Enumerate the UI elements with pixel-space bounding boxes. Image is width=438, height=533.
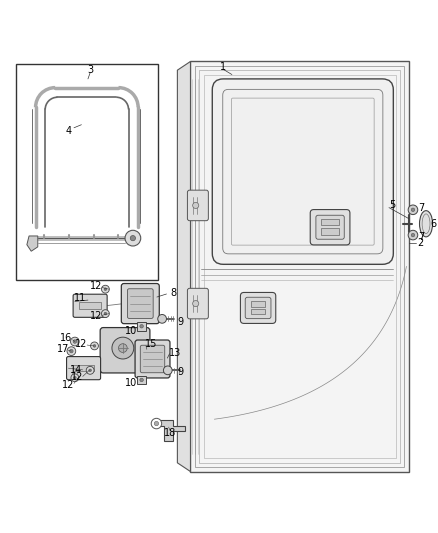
Bar: [251, 309, 265, 314]
Circle shape: [193, 203, 199, 208]
Text: 7: 7: [419, 232, 425, 242]
FancyBboxPatch shape: [100, 328, 150, 373]
Circle shape: [411, 208, 415, 212]
FancyBboxPatch shape: [240, 293, 276, 324]
FancyBboxPatch shape: [245, 297, 271, 319]
FancyBboxPatch shape: [135, 340, 170, 378]
Text: 8: 8: [170, 288, 176, 297]
Text: 3: 3: [87, 65, 93, 75]
Text: 10: 10: [124, 326, 137, 336]
Circle shape: [89, 369, 92, 372]
Circle shape: [119, 344, 127, 352]
Bar: [251, 301, 265, 306]
Circle shape: [140, 378, 143, 382]
Text: 12: 12: [90, 281, 102, 291]
Text: 9: 9: [178, 367, 184, 377]
Text: 12: 12: [62, 380, 74, 390]
Text: 1: 1: [220, 62, 226, 72]
Text: 15: 15: [145, 339, 157, 349]
Circle shape: [151, 418, 162, 429]
Circle shape: [93, 345, 96, 347]
Circle shape: [67, 347, 76, 356]
Text: 12: 12: [71, 372, 83, 382]
Circle shape: [411, 233, 415, 237]
Circle shape: [163, 366, 172, 375]
Circle shape: [193, 301, 199, 306]
FancyBboxPatch shape: [67, 357, 101, 379]
Circle shape: [408, 230, 418, 240]
FancyBboxPatch shape: [310, 209, 350, 245]
Circle shape: [91, 342, 99, 350]
FancyBboxPatch shape: [187, 190, 208, 221]
Polygon shape: [152, 420, 185, 441]
FancyBboxPatch shape: [121, 284, 159, 324]
Ellipse shape: [420, 211, 433, 237]
Text: 6: 6: [431, 219, 437, 229]
Bar: [321, 219, 339, 225]
Circle shape: [154, 422, 159, 426]
Text: 16: 16: [60, 334, 72, 343]
Text: 10: 10: [124, 377, 137, 387]
Text: 12: 12: [75, 339, 88, 349]
Polygon shape: [177, 61, 191, 472]
Circle shape: [86, 366, 94, 374]
Circle shape: [140, 325, 143, 328]
Text: 9: 9: [178, 317, 184, 327]
Circle shape: [102, 285, 110, 293]
Circle shape: [102, 310, 110, 318]
FancyBboxPatch shape: [187, 288, 208, 319]
Bar: [79, 302, 101, 309]
Text: 11: 11: [74, 293, 87, 303]
FancyBboxPatch shape: [140, 345, 165, 373]
Text: 17: 17: [57, 344, 69, 354]
Circle shape: [408, 205, 418, 215]
Bar: [137, 376, 146, 384]
Text: 4: 4: [65, 126, 71, 136]
Circle shape: [104, 312, 107, 315]
Circle shape: [112, 337, 134, 359]
Circle shape: [74, 376, 76, 379]
Text: 12: 12: [90, 311, 102, 321]
Circle shape: [71, 337, 79, 346]
Circle shape: [104, 288, 107, 290]
Circle shape: [158, 314, 166, 323]
Bar: [321, 228, 339, 235]
Circle shape: [71, 374, 79, 382]
Text: 13: 13: [169, 348, 181, 358]
Polygon shape: [191, 61, 409, 472]
Text: 7: 7: [419, 204, 425, 214]
Text: 18: 18: [164, 428, 176, 438]
Bar: [16, 63, 158, 280]
Circle shape: [130, 236, 135, 241]
Text: 14: 14: [70, 365, 82, 375]
Polygon shape: [27, 236, 38, 251]
Circle shape: [70, 350, 73, 353]
FancyBboxPatch shape: [212, 79, 393, 264]
FancyBboxPatch shape: [127, 289, 153, 318]
Text: 5: 5: [389, 200, 395, 211]
FancyBboxPatch shape: [73, 294, 107, 317]
Bar: [137, 322, 146, 330]
Bar: [73, 365, 95, 371]
Circle shape: [125, 230, 141, 246]
Circle shape: [73, 340, 77, 343]
Text: 2: 2: [417, 238, 424, 247]
FancyBboxPatch shape: [316, 215, 344, 239]
